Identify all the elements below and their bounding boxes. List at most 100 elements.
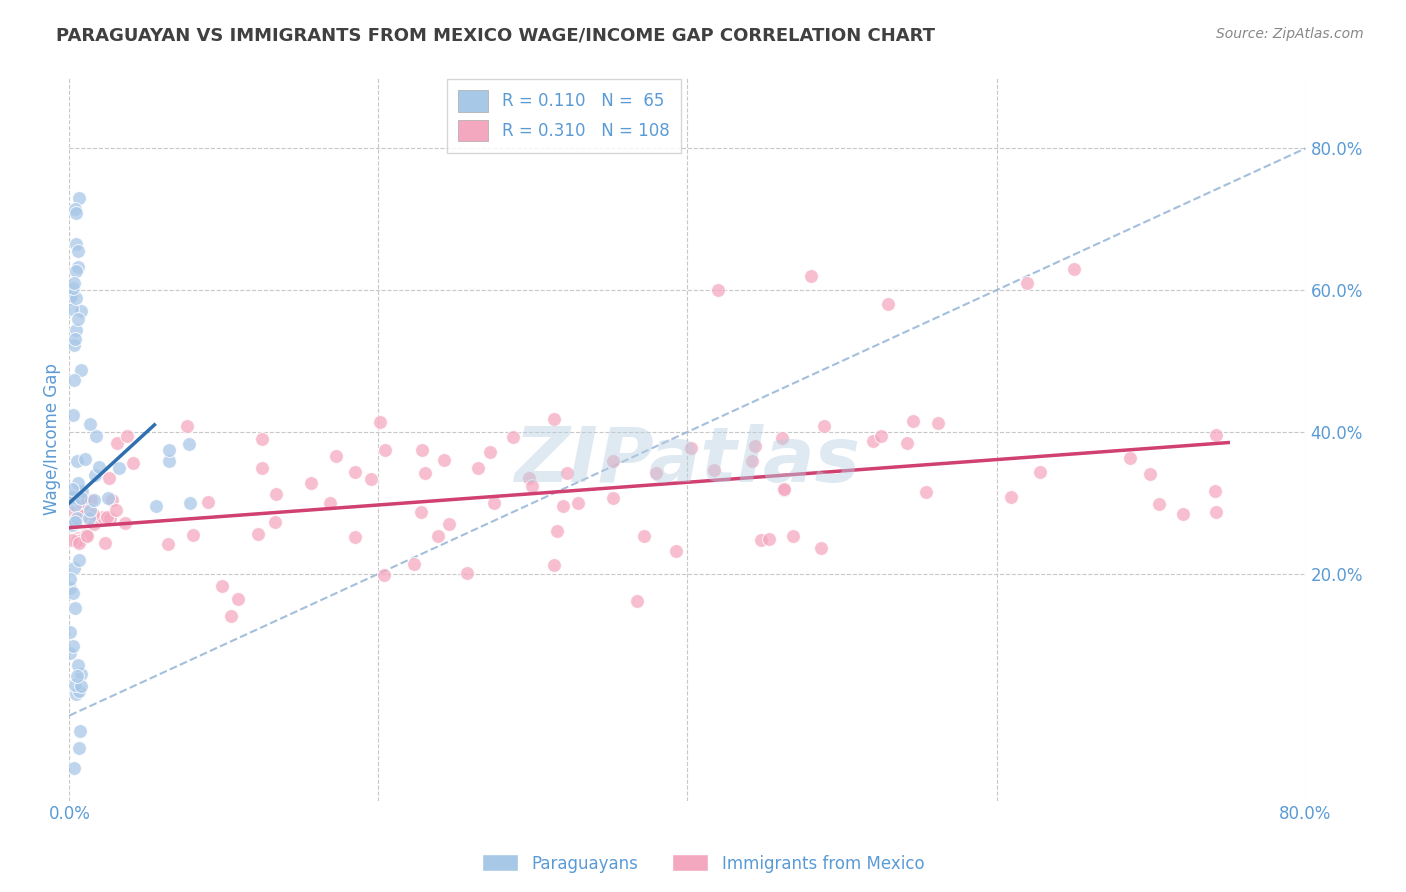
Point bbox=[264, 487, 287, 501]
Point bbox=[63, 332, 86, 346]
Point bbox=[427, 529, 450, 543]
Point bbox=[70, 679, 93, 693]
Legend: Paraguayans, Immigrants from Mexico: Paraguayans, Immigrants from Mexico bbox=[475, 847, 931, 880]
Point bbox=[1205, 428, 1227, 442]
Point bbox=[411, 505, 433, 519]
Point bbox=[522, 479, 544, 493]
Point bbox=[782, 529, 804, 543]
Point bbox=[373, 567, 395, 582]
Point bbox=[707, 283, 730, 297]
Point bbox=[76, 529, 98, 543]
Point bbox=[219, 608, 242, 623]
Point bbox=[402, 557, 425, 571]
Point bbox=[179, 495, 201, 509]
Point bbox=[246, 526, 269, 541]
Point bbox=[67, 536, 90, 550]
Point bbox=[67, 741, 90, 756]
Point bbox=[60, 489, 83, 503]
Point bbox=[65, 264, 87, 278]
Point bbox=[411, 442, 433, 457]
Point bbox=[59, 291, 82, 305]
Point bbox=[250, 460, 273, 475]
Point bbox=[84, 467, 107, 482]
Point bbox=[870, 429, 893, 443]
Point bbox=[62, 408, 84, 422]
Point bbox=[156, 536, 179, 550]
Point bbox=[65, 687, 87, 701]
Point bbox=[67, 683, 90, 698]
Point bbox=[59, 582, 82, 596]
Point bbox=[63, 276, 86, 290]
Point bbox=[67, 552, 90, 566]
Point bbox=[679, 441, 702, 455]
Point bbox=[83, 492, 105, 507]
Point bbox=[101, 492, 124, 507]
Point bbox=[104, 503, 127, 517]
Point bbox=[413, 466, 436, 480]
Y-axis label: Wage/Income Gap: Wage/Income Gap bbox=[44, 363, 60, 515]
Point bbox=[800, 268, 823, 283]
Point bbox=[87, 459, 110, 474]
Point bbox=[319, 496, 342, 510]
Point bbox=[633, 529, 655, 543]
Point bbox=[105, 436, 128, 450]
Point bbox=[97, 491, 120, 505]
Point bbox=[741, 454, 763, 468]
Point bbox=[439, 517, 461, 532]
Point bbox=[299, 475, 322, 490]
Point bbox=[84, 429, 107, 443]
Point bbox=[62, 639, 84, 653]
Point bbox=[63, 499, 86, 513]
Point bbox=[69, 666, 91, 681]
Point bbox=[183, 528, 205, 542]
Point bbox=[70, 494, 93, 508]
Point bbox=[602, 491, 624, 506]
Point bbox=[644, 467, 666, 481]
Point bbox=[107, 461, 129, 475]
Point bbox=[66, 312, 89, 326]
Point bbox=[368, 415, 391, 429]
Point bbox=[72, 500, 94, 515]
Point bbox=[626, 594, 648, 608]
Point bbox=[65, 236, 87, 251]
Point bbox=[758, 532, 780, 546]
Point bbox=[602, 454, 624, 468]
Point bbox=[749, 533, 772, 547]
Point bbox=[60, 533, 83, 547]
Text: PARAGUAYAN VS IMMIGRANTS FROM MEXICO WAGE/INCOME GAP CORRELATION CHART: PARAGUAYAN VS IMMIGRANTS FROM MEXICO WAG… bbox=[56, 27, 935, 45]
Point bbox=[66, 531, 89, 545]
Point bbox=[63, 338, 86, 352]
Point bbox=[66, 534, 89, 549]
Point bbox=[60, 301, 83, 316]
Point bbox=[80, 493, 103, 508]
Point bbox=[374, 442, 396, 457]
Point bbox=[543, 411, 565, 425]
Point bbox=[79, 417, 101, 431]
Point bbox=[555, 467, 578, 481]
Point bbox=[82, 507, 104, 521]
Point bbox=[59, 646, 82, 660]
Point bbox=[97, 471, 120, 485]
Point bbox=[70, 303, 93, 318]
Point bbox=[176, 418, 198, 433]
Point bbox=[66, 475, 89, 490]
Point bbox=[543, 558, 565, 573]
Point bbox=[98, 510, 121, 524]
Point bbox=[211, 579, 233, 593]
Point bbox=[145, 499, 167, 513]
Point bbox=[62, 586, 84, 600]
Point bbox=[1149, 497, 1171, 511]
Point bbox=[79, 511, 101, 525]
Point bbox=[877, 297, 900, 311]
Point bbox=[59, 572, 82, 586]
Point bbox=[567, 495, 589, 509]
Point bbox=[456, 566, 478, 580]
Point bbox=[60, 505, 83, 519]
Point bbox=[177, 437, 200, 451]
Point bbox=[467, 461, 489, 475]
Point bbox=[75, 528, 97, 542]
Point bbox=[91, 509, 114, 524]
Point bbox=[67, 533, 90, 547]
Point bbox=[70, 508, 93, 523]
Point bbox=[927, 416, 949, 430]
